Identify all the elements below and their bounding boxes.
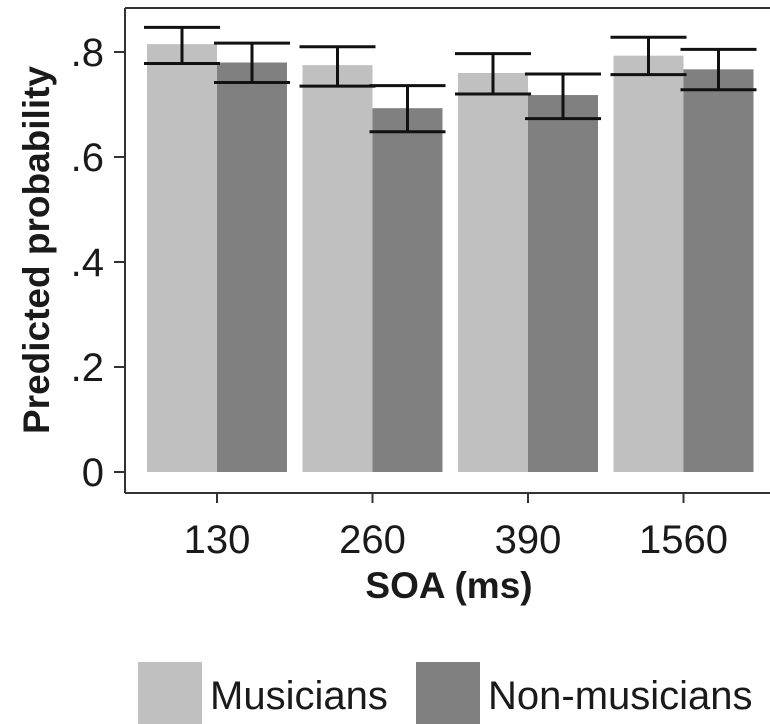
bar-musicians-260 [302,65,373,472]
error-bar-musicians-260 [299,45,376,88]
x-tick-label: 1560 [639,518,728,562]
x-axis-title: SOA (ms) [365,565,532,606]
bar-musicians-130 [147,44,217,472]
bar-non-musicians-130 [217,62,287,472]
legend-label: Non-musicians [488,674,753,718]
y-tick-label: .4 [71,241,104,285]
y-ticks: 0 .2 .4 .6 .8 [71,31,125,495]
x-tick-label: 390 [495,518,562,562]
y-tick-label: .2 [71,346,104,390]
error-bar-musicians-390 [455,52,531,96]
bar-non-musicians-390 [528,95,598,473]
bar-non-musicians-1560 [683,69,754,472]
error-bar-musicians-1560 [610,35,687,77]
error-bar-non-musicians-1560 [680,47,757,92]
y-tick-label: 0 [82,451,104,495]
bar-non-musicians-260 [372,108,443,473]
bar-musicians-390 [458,73,528,472]
error-bar-non-musicians-390 [525,72,601,121]
error-bar-non-musicians-130 [214,41,290,84]
legend-item-non-musicians: Non-musicians [416,662,753,724]
bar-musicians-1560 [613,55,684,473]
legend-swatch [138,662,202,724]
error-bar-musicians-130 [144,25,220,66]
bars-layer [147,44,754,473]
x-tick-label: 260 [339,518,406,562]
y-tick-label: .8 [71,31,104,75]
error-bars-layer [144,25,757,134]
legend-item-musicians: Musicians [138,662,388,724]
legend-label: Musicians [210,674,388,718]
error-bar-non-musicians-260 [369,84,446,134]
legend: Musicians Non-musicians [138,662,753,724]
x-tick-label: 130 [184,518,251,562]
x-ticks: 130 260 390 1560 [184,493,728,562]
y-axis-title: Predicted probability [16,66,57,434]
legend-swatch [416,662,480,724]
y-tick-label: .6 [71,136,104,180]
